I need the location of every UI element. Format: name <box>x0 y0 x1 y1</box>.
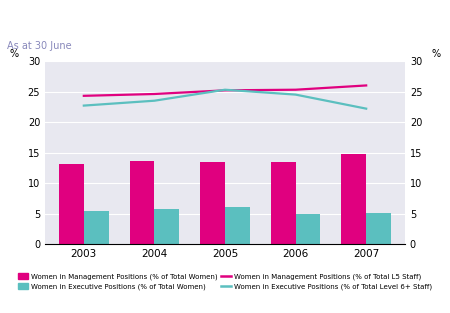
Bar <box>200 162 225 244</box>
Bar <box>296 213 320 244</box>
Text: %: % <box>9 49 18 59</box>
Text: As at 30 June: As at 30 June <box>7 41 72 51</box>
Text: %: % <box>432 49 441 59</box>
Bar <box>225 207 250 244</box>
Bar <box>84 211 108 244</box>
Bar <box>366 213 391 244</box>
Bar <box>271 162 296 244</box>
Legend: Women in Management Positions (% of Total Women), Women in Executive Positions (: Women in Management Positions (% of Tota… <box>16 271 434 292</box>
Bar <box>130 161 154 244</box>
Bar <box>59 164 84 244</box>
Text: Women in Management: 2003 to 2007: Women in Management: 2003 to 2007 <box>7 15 292 28</box>
Bar <box>154 209 179 244</box>
Bar <box>342 154 366 244</box>
